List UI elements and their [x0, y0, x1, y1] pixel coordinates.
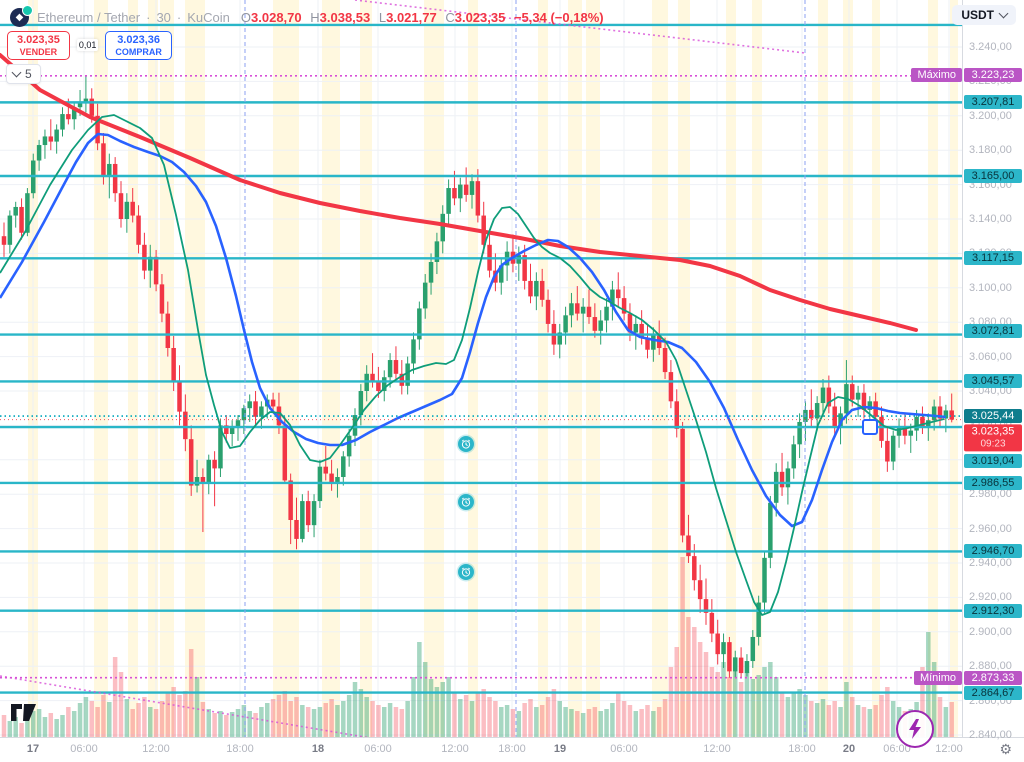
order-anchor-marker[interactable] [862, 419, 878, 435]
session-break-lines [244, 0, 806, 737]
price-tick: 2.880,00 [969, 660, 1012, 673]
chevron-down-icon [11, 67, 22, 78]
spread-value: 0,01 [76, 39, 99, 52]
trade-buttons: 3.023,35 VENDER 0,01 3.023,36 COMPRAR [7, 31, 172, 60]
countdown-timer: 09:23 [980, 438, 1006, 450]
ma-mid-blue[interactable] [0, 132, 947, 528]
time-tick: 06:00 [364, 743, 392, 755]
change-value: −5,34 (−0,18%) [513, 10, 604, 25]
price-level-badge: 3.019,04 [964, 454, 1022, 468]
time-tick: 06:00 [70, 743, 98, 755]
time-axis[interactable]: ⚙ 17 06:00 12:00 18:00 18 06:00 12:00 18:00 19 06… [0, 737, 1024, 762]
buy-price: 3.023,36 [117, 34, 161, 46]
exchange-label: KuCoin [187, 10, 230, 25]
time-tick: 18:00 [226, 743, 254, 755]
alert-clock-icon[interactable] [458, 564, 474, 580]
collapsed-indicators-chip[interactable]: 5 [6, 64, 41, 84]
price-tick: 2.940,00 [969, 557, 1012, 569]
alert-clock-icon[interactable] [458, 436, 474, 452]
ma-slow-red[interactable] [0, 53, 918, 332]
buy-button[interactable]: 3.023,36 COMPRAR [105, 31, 172, 60]
price-level-badge: 2.946,70 [964, 544, 1022, 558]
price-level-badge: 3.025,44 [964, 409, 1022, 423]
price-lines [0, 415, 962, 421]
sell-button[interactable]: 3.023,35 VENDER [7, 31, 70, 60]
support-resistance-lines[interactable] [0, 23, 962, 694]
collapsed-count: 5 [25, 67, 32, 81]
price-tick: 2.980,00 [969, 488, 1012, 501]
gear-icon[interactable]: ⚙ [999, 741, 1012, 757]
time-tick: 06:00 [610, 743, 638, 755]
interval-label[interactable]: 30 [156, 10, 171, 25]
price-level-badge: 3.072,81 [964, 324, 1022, 338]
time-tick: 12:00 [441, 743, 469, 755]
price-axis[interactable]: 3.240,003.220,003.200,003.180,003.160,00… [962, 0, 1024, 741]
price-level-badge: 3.207,81 [964, 95, 1022, 109]
price-tick: 3.140,00 [969, 213, 1012, 225]
tradingview-logo[interactable] [10, 703, 38, 727]
price-tick: 3.180,00 [969, 144, 1012, 157]
session-highlight-bands [28, 0, 958, 737]
alert-clock-icon[interactable] [458, 494, 474, 510]
price-level-badge: 3.223,23 [964, 68, 1022, 82]
currency-label: USDT [961, 8, 994, 22]
maximo-tag: Máximo [911, 68, 962, 82]
price-tick: 2.920,00 [969, 591, 1012, 604]
time-tick: 06:00 [883, 743, 911, 755]
price-level-badge: 2.864,67 [964, 686, 1022, 700]
symbol-legend[interactable]: ◆ Ethereum / Tether · 30 · KuCoin O3.028… [10, 5, 604, 28]
time-tick: 18 [311, 743, 325, 755]
time-tick: 12:00 [703, 743, 731, 755]
price-level-badge: 3.165,00 [964, 169, 1022, 183]
time-tick: 12:00 [935, 743, 963, 755]
pair-icon: ◆ [10, 5, 33, 28]
time-tick: 18:00 [788, 743, 816, 755]
price-tick: 3.200,00 [969, 109, 1012, 122]
price-tick: 3.240,00 [969, 41, 1012, 53]
currency-dropdown[interactable]: USDT [952, 5, 1016, 25]
time-tick: 18:00 [498, 743, 526, 755]
price-tick: 2.900,00 [969, 625, 1012, 638]
price-level-badge: 2.986,55 [964, 476, 1022, 490]
time-tick: 19 [553, 743, 567, 755]
max-min-dotted-lines[interactable] [0, 0, 962, 754]
price-tick: 3.060,00 [969, 350, 1012, 363]
lightning-icon[interactable] [896, 710, 934, 748]
symbol-title[interactable]: Ethereum / Tether [37, 10, 141, 25]
price-level-badge: 2.873,33 [964, 671, 1022, 685]
sell-price: 3.023,35 [17, 34, 60, 46]
chevron-down-icon [998, 8, 1009, 19]
price-tick: 3.040,00 [969, 385, 1012, 397]
ma-fast-green[interactable] [0, 114, 945, 616]
time-tick: 20 [842, 743, 856, 755]
price-tick: 3.100,00 [969, 281, 1012, 294]
price-level-badge: 2.912,30 [964, 604, 1022, 618]
price-tick: 2.840,00 [969, 729, 1012, 741]
ohlc-values: O3.028,70 H3.038,53 L3.021,77 C3.023,35 … [240, 10, 604, 25]
minimo-tag: Mínimo [913, 671, 962, 685]
price-level-badge: 3.045,57 [964, 374, 1022, 388]
price-tick: 2.960,00 [969, 522, 1012, 535]
time-tick: 12:00 [142, 743, 170, 755]
tether-icon [22, 5, 33, 16]
grid-lines [0, 0, 962, 737]
last-price-badge: 3.023,35 09:23 [964, 424, 1022, 452]
time-tick: 17 [26, 743, 40, 755]
price-level-badge: 3.117,15 [964, 251, 1022, 265]
